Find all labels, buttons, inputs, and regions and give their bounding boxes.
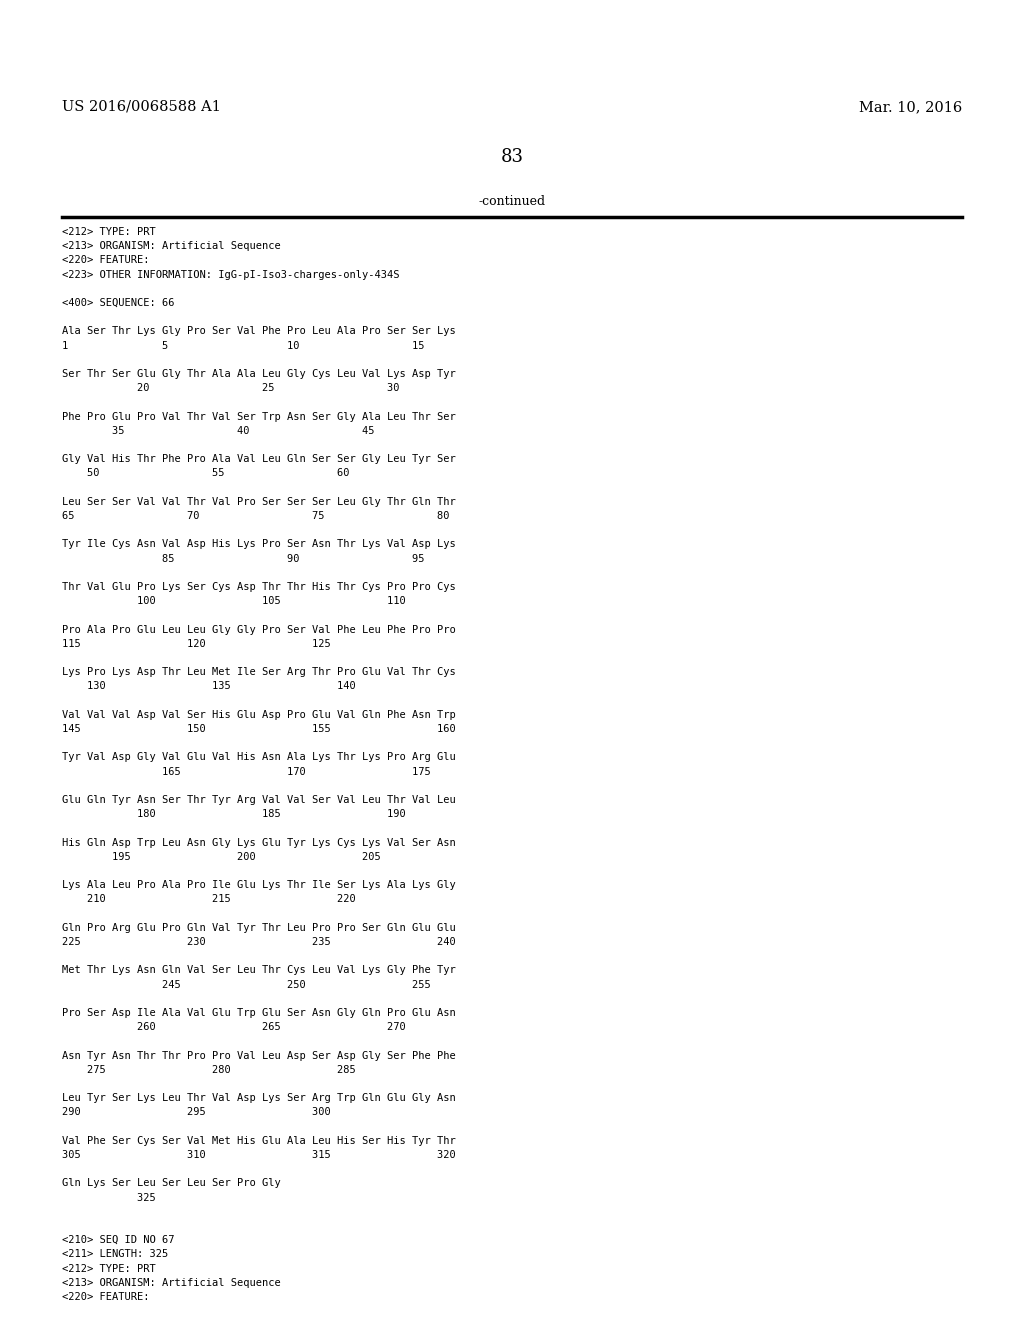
- Text: 245                 250                 255: 245 250 255: [62, 979, 431, 990]
- Text: Gln Pro Arg Glu Pro Gln Val Tyr Thr Leu Pro Pro Ser Gln Glu Glu: Gln Pro Arg Glu Pro Gln Val Tyr Thr Leu …: [62, 923, 456, 933]
- Text: 1               5                   10                  15: 1 5 10 15: [62, 341, 425, 351]
- Text: Gln Lys Ser Leu Ser Leu Ser Pro Gly: Gln Lys Ser Leu Ser Leu Ser Pro Gly: [62, 1179, 281, 1188]
- Text: US 2016/0068588 A1: US 2016/0068588 A1: [62, 100, 221, 114]
- Text: 305                 310                 315                 320: 305 310 315 320: [62, 1150, 456, 1160]
- Text: 65                  70                  75                  80: 65 70 75 80: [62, 511, 450, 521]
- Text: Thr Val Glu Pro Lys Ser Cys Asp Thr Thr His Thr Cys Pro Pro Cys: Thr Val Glu Pro Lys Ser Cys Asp Thr Thr …: [62, 582, 456, 591]
- Text: Val Phe Ser Cys Ser Val Met His Glu Ala Leu His Ser His Tyr Thr: Val Phe Ser Cys Ser Val Met His Glu Ala …: [62, 1135, 456, 1146]
- Text: Lys Ala Leu Pro Ala Pro Ile Glu Lys Thr Ile Ser Lys Ala Lys Gly: Lys Ala Leu Pro Ala Pro Ile Glu Lys Thr …: [62, 880, 456, 890]
- Text: <212> TYPE: PRT: <212> TYPE: PRT: [62, 1263, 156, 1274]
- Text: Leu Tyr Ser Lys Leu Thr Val Asp Lys Ser Arg Trp Gln Glu Gly Asn: Leu Tyr Ser Lys Leu Thr Val Asp Lys Ser …: [62, 1093, 456, 1104]
- Text: <213> ORGANISM: Artificial Sequence: <213> ORGANISM: Artificial Sequence: [62, 1278, 281, 1288]
- Text: Val Val Val Asp Val Ser His Glu Asp Pro Glu Val Gln Phe Asn Trp: Val Val Val Asp Val Ser His Glu Asp Pro …: [62, 710, 456, 719]
- Text: Glu Gln Tyr Asn Ser Thr Tyr Arg Val Val Ser Val Leu Thr Val Leu: Glu Gln Tyr Asn Ser Thr Tyr Arg Val Val …: [62, 795, 456, 805]
- Text: Gly Val His Thr Phe Pro Ala Val Leu Gln Ser Ser Gly Leu Tyr Ser: Gly Val His Thr Phe Pro Ala Val Leu Gln …: [62, 454, 456, 465]
- Text: Phe Pro Glu Pro Val Thr Val Ser Trp Asn Ser Gly Ala Leu Thr Ser: Phe Pro Glu Pro Val Thr Val Ser Trp Asn …: [62, 412, 456, 421]
- Text: 260                 265                 270: 260 265 270: [62, 1022, 406, 1032]
- Text: Tyr Ile Cys Asn Val Asp His Lys Pro Ser Asn Thr Lys Val Asp Lys: Tyr Ile Cys Asn Val Asp His Lys Pro Ser …: [62, 540, 456, 549]
- Text: His Gln Asp Trp Leu Asn Gly Lys Glu Tyr Lys Cys Lys Val Ser Asn: His Gln Asp Trp Leu Asn Gly Lys Glu Tyr …: [62, 838, 456, 847]
- Text: <211> LENGTH: 325: <211> LENGTH: 325: [62, 1250, 168, 1259]
- Text: 85                  90                  95: 85 90 95: [62, 553, 425, 564]
- Text: 195                 200                 205: 195 200 205: [62, 851, 381, 862]
- Text: <220> FEATURE:: <220> FEATURE:: [62, 255, 150, 265]
- Text: 35                  40                  45: 35 40 45: [62, 426, 375, 436]
- Text: <400> SEQUENCE: 66: <400> SEQUENCE: 66: [62, 298, 174, 308]
- Text: 225                 230                 235                 240: 225 230 235 240: [62, 937, 456, 946]
- Text: <213> ORGANISM: Artificial Sequence: <213> ORGANISM: Artificial Sequence: [62, 242, 281, 251]
- Text: Ala Ser Thr Lys Gly Pro Ser Val Phe Pro Leu Ala Pro Ser Ser Lys: Ala Ser Thr Lys Gly Pro Ser Val Phe Pro …: [62, 326, 456, 337]
- Text: <210> SEQ ID NO 67: <210> SEQ ID NO 67: [62, 1236, 174, 1245]
- Text: 325: 325: [62, 1192, 156, 1203]
- Text: 275                 280                 285: 275 280 285: [62, 1065, 355, 1074]
- Text: Pro Ala Pro Glu Leu Leu Gly Gly Pro Ser Val Phe Leu Phe Pro Pro: Pro Ala Pro Glu Leu Leu Gly Gly Pro Ser …: [62, 624, 456, 635]
- Text: 180                 185                 190: 180 185 190: [62, 809, 406, 820]
- Text: Leu Ser Ser Val Val Thr Val Pro Ser Ser Ser Leu Gly Thr Gln Thr: Leu Ser Ser Val Val Thr Val Pro Ser Ser …: [62, 496, 456, 507]
- Text: 290                 295                 300: 290 295 300: [62, 1107, 331, 1118]
- Text: Met Thr Lys Asn Gln Val Ser Leu Thr Cys Leu Val Lys Gly Phe Tyr: Met Thr Lys Asn Gln Val Ser Leu Thr Cys …: [62, 965, 456, 975]
- Text: -continued: -continued: [478, 195, 546, 209]
- Text: 100                 105                 110: 100 105 110: [62, 597, 406, 606]
- Text: Pro Ser Asp Ile Ala Val Glu Trp Glu Ser Asn Gly Gln Pro Glu Asn: Pro Ser Asp Ile Ala Val Glu Trp Glu Ser …: [62, 1008, 456, 1018]
- Text: Tyr Val Asp Gly Val Glu Val His Asn Ala Lys Thr Lys Pro Arg Glu: Tyr Val Asp Gly Val Glu Val His Asn Ala …: [62, 752, 456, 763]
- Text: Ser Thr Ser Glu Gly Thr Ala Ala Leu Gly Cys Leu Val Lys Asp Tyr: Ser Thr Ser Glu Gly Thr Ala Ala Leu Gly …: [62, 370, 456, 379]
- Text: 50                  55                  60: 50 55 60: [62, 469, 349, 478]
- Text: <220> FEATURE:: <220> FEATURE:: [62, 1292, 150, 1302]
- Text: Asn Tyr Asn Thr Thr Pro Pro Val Leu Asp Ser Asp Gly Ser Phe Phe: Asn Tyr Asn Thr Thr Pro Pro Val Leu Asp …: [62, 1051, 456, 1060]
- Text: 115                 120                 125: 115 120 125: [62, 639, 331, 649]
- Text: 210                 215                 220: 210 215 220: [62, 895, 355, 904]
- Text: Mar. 10, 2016: Mar. 10, 2016: [859, 100, 962, 114]
- Text: 165                 170                 175: 165 170 175: [62, 767, 431, 776]
- Text: Lys Pro Lys Asp Thr Leu Met Ile Ser Arg Thr Pro Glu Val Thr Cys: Lys Pro Lys Asp Thr Leu Met Ile Ser Arg …: [62, 667, 456, 677]
- Text: 83: 83: [501, 148, 523, 166]
- Text: 145                 150                 155                 160: 145 150 155 160: [62, 723, 456, 734]
- Text: <212> TYPE: PRT: <212> TYPE: PRT: [62, 227, 156, 238]
- Text: <223> OTHER INFORMATION: IgG-pI-Iso3-charges-only-434S: <223> OTHER INFORMATION: IgG-pI-Iso3-cha…: [62, 269, 399, 280]
- Text: 130                 135                 140: 130 135 140: [62, 681, 355, 692]
- Text: 20                  25                  30: 20 25 30: [62, 383, 399, 393]
